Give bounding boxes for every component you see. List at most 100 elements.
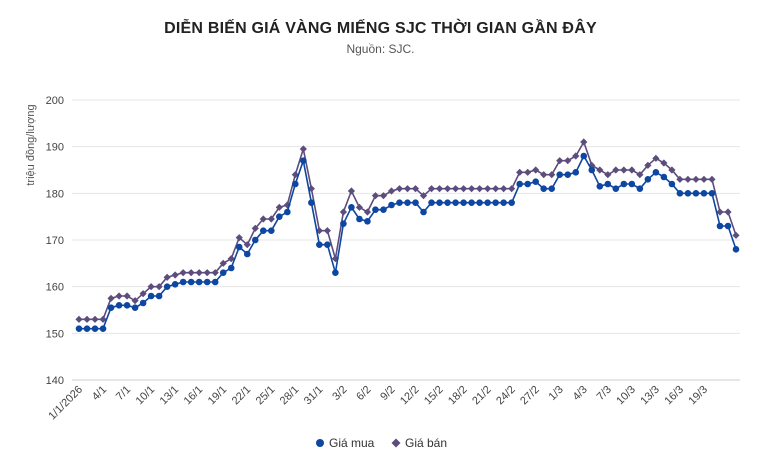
y-tick-label: 150 — [46, 328, 64, 340]
data-point-gia-ban — [451, 185, 460, 193]
data-point-gia-ban — [620, 166, 628, 174]
data-point-gia-ban — [580, 138, 588, 146]
data-point-gia-mua — [412, 199, 419, 206]
data-point-gia-ban — [211, 269, 219, 277]
data-point-gia-mua — [452, 199, 459, 206]
data-point-gia-mua — [147, 292, 155, 300]
series-line-gia-ban — [79, 140, 737, 321]
data-point-gia-mua — [396, 199, 403, 206]
data-point-gia-mua — [324, 241, 331, 248]
data-point-gia-mua — [660, 173, 668, 181]
data-point-gia-mua — [388, 201, 395, 209]
data-point-gia-mua — [139, 299, 147, 307]
data-point-gia-mua — [636, 185, 644, 192]
data-point-gia-mua — [195, 278, 203, 286]
data-point-gia-mua — [492, 199, 499, 206]
data-point-gia-mua — [251, 236, 259, 244]
data-point-gia-ban — [187, 269, 195, 277]
data-point-gia-ban — [355, 203, 364, 211]
data-point-gia-ban — [243, 241, 251, 249]
data-point-gia-mua — [155, 292, 163, 300]
legend-marker-gia-ban — [391, 438, 401, 448]
data-point-gia-mua — [348, 204, 355, 211]
data-point-gia-mua — [227, 264, 235, 272]
data-point-gia-ban — [395, 185, 404, 193]
data-point-gia-ban — [628, 166, 636, 174]
data-point-gia-mua — [668, 180, 676, 188]
x-tick-label: 15/2 — [422, 384, 446, 408]
data-point-gia-ban — [692, 175, 700, 183]
data-point-gia-ban — [251, 224, 259, 232]
data-point-gia-ban — [660, 159, 668, 167]
data-point-gia-mua — [484, 199, 491, 206]
data-point-gia-ban — [548, 171, 556, 179]
data-point-gia-mua — [572, 169, 580, 176]
data-point-gia-ban — [235, 234, 243, 242]
data-point-gia-mua — [316, 241, 323, 248]
data-point-gia-mua — [620, 180, 628, 188]
x-tick-label: 16/3 — [662, 384, 686, 408]
x-tick-label: 16/1 — [182, 384, 206, 408]
data-point-gia-mua — [131, 304, 139, 311]
data-point-gia-ban — [147, 283, 155, 291]
data-point-gia-ban — [75, 315, 83, 323]
data-point-gia-mua — [700, 190, 708, 197]
data-point-gia-mua — [292, 180, 299, 188]
data-point-gia-ban — [732, 231, 740, 239]
data-point-gia-ban — [131, 297, 139, 305]
data-point-gia-ban — [363, 208, 372, 216]
x-tick-label: 31/1 — [302, 384, 326, 408]
x-tick-label: 4/3 — [571, 384, 590, 403]
data-point-gia-mua — [163, 283, 171, 290]
data-point-gia-ban — [532, 166, 540, 174]
data-point-gia-ban — [612, 166, 620, 174]
data-point-gia-ban — [107, 294, 115, 302]
data-point-gia-mua — [476, 199, 483, 206]
data-point-gia-mua — [284, 208, 291, 216]
data-point-gia-mua — [692, 190, 700, 197]
x-tick-label: 21/2 — [470, 384, 494, 408]
data-point-gia-ban — [307, 185, 315, 193]
x-tick-label: 28/1 — [278, 384, 302, 408]
data-point-gia-mua — [276, 213, 283, 220]
data-point-gia-ban — [339, 208, 348, 216]
data-point-gia-ban — [419, 192, 428, 200]
data-point-gia-ban — [572, 152, 580, 160]
data-point-gia-mua — [259, 227, 267, 234]
data-point-gia-mua — [203, 278, 211, 286]
data-point-gia-ban — [492, 185, 500, 193]
data-point-gia-mua — [524, 180, 531, 188]
data-point-gia-ban — [676, 175, 684, 183]
data-point-gia-ban — [219, 259, 227, 267]
data-point-gia-mua — [364, 218, 371, 225]
data-point-gia-mua — [187, 278, 195, 286]
data-point-gia-ban — [652, 154, 660, 162]
data-point-gia-ban — [227, 255, 235, 263]
y-tick-label: 160 — [46, 282, 64, 294]
data-point-gia-ban — [708, 175, 716, 183]
data-point-gia-ban — [604, 171, 612, 179]
legend-label-gia-mua: Giá mua — [329, 436, 375, 450]
data-point-gia-mua — [724, 222, 732, 230]
data-point-gia-mua — [107, 304, 115, 311]
data-point-gia-mua — [628, 180, 636, 188]
x-tick-label: 10/3 — [614, 384, 638, 408]
data-point-gia-mua — [267, 227, 275, 234]
legend-marker-gia-mua — [316, 439, 324, 447]
y-tick-label: 140 — [46, 375, 64, 387]
data-point-gia-ban — [275, 203, 283, 211]
x-tick-label: 19/3 — [686, 384, 710, 408]
x-tick-label: 22/1 — [230, 384, 254, 408]
data-point-gia-ban — [259, 215, 267, 223]
x-tick-label: 13/1 — [158, 384, 182, 408]
data-point-gia-ban — [700, 175, 708, 183]
data-point-gia-ban — [347, 187, 356, 195]
x-tick-label: 10/1 — [134, 384, 158, 408]
data-point-gia-mua — [243, 250, 251, 258]
data-point-gia-mua — [123, 302, 131, 309]
x-tick-label: 7/3 — [595, 384, 614, 403]
legend-label-gia-ban: Giá bán — [405, 436, 447, 450]
data-point-gia-mua — [644, 176, 652, 183]
data-point-gia-ban — [267, 215, 275, 223]
